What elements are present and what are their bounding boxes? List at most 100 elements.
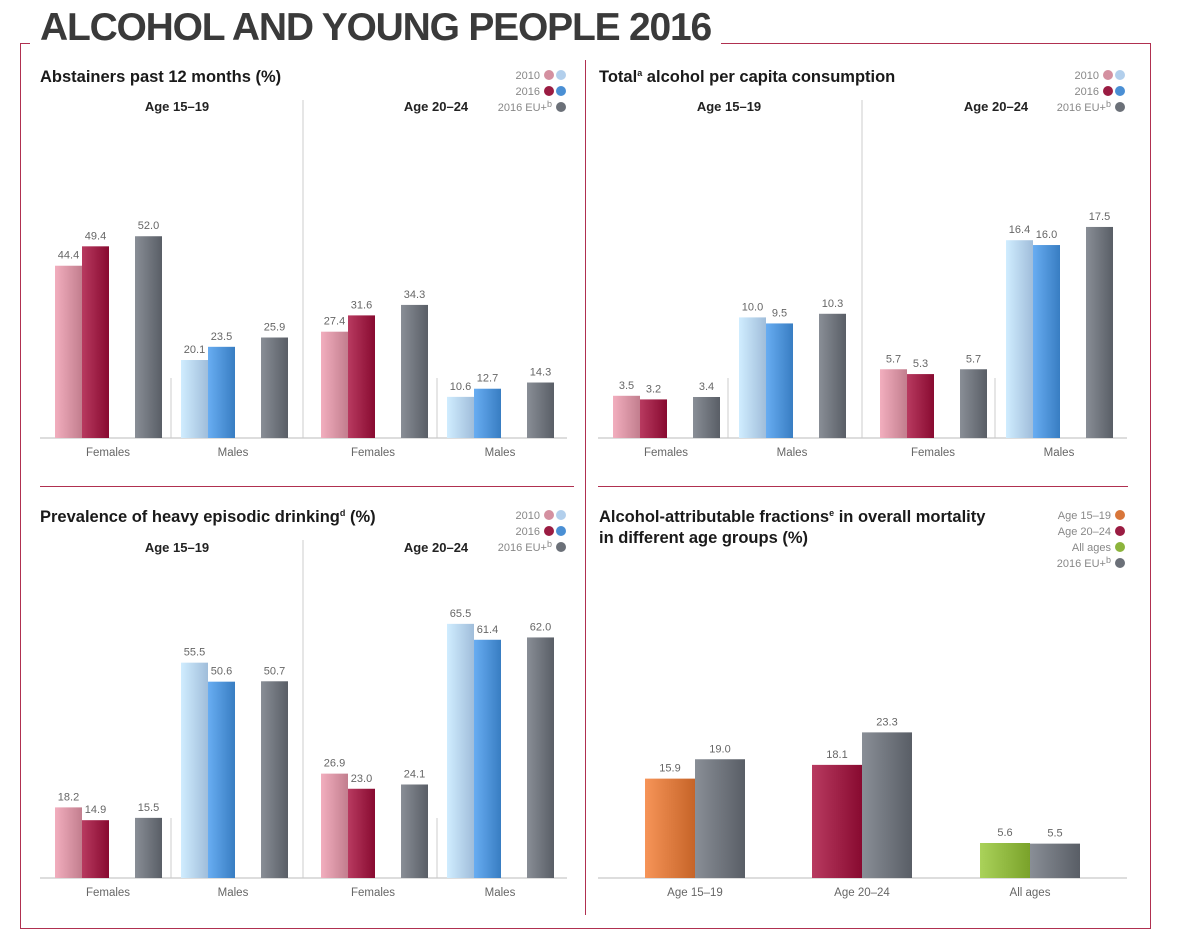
legend-label: 2016 EU+b	[498, 99, 552, 114]
legend-swatch	[1103, 86, 1113, 96]
legend-swatch	[556, 70, 566, 80]
category-label: All ages	[1010, 887, 1051, 899]
legend-label: 2016	[516, 86, 540, 98]
data-label: 19.0	[709, 743, 730, 755]
horizontal-divider-left	[40, 486, 574, 487]
age-group-label: Age 15–19	[145, 540, 209, 555]
bar	[447, 396, 474, 438]
legend-swatch	[1103, 70, 1113, 80]
bar	[401, 304, 428, 438]
category-label: Females	[644, 447, 688, 459]
panel-title: Totala alcohol per capita consumption	[599, 68, 895, 86]
bar	[208, 346, 235, 438]
bar	[181, 360, 208, 438]
category-label: Age 20–24	[834, 887, 890, 899]
legend-label: Age 15–19	[1058, 510, 1111, 522]
data-label: 5.7	[966, 353, 981, 365]
legend-label: 2010	[516, 70, 540, 82]
bar	[135, 236, 162, 438]
page-title: ALCOHOL AND YOUNG PEOPLE 2016	[30, 4, 721, 52]
category-label: Males	[1044, 447, 1075, 459]
data-label: 5.5	[1047, 828, 1062, 840]
legend-swatch	[556, 526, 566, 536]
legend-swatch	[1115, 510, 1125, 520]
data-label: 10.6	[450, 381, 471, 393]
data-label: 34.3	[404, 289, 425, 301]
data-label: 16.0	[1036, 229, 1057, 241]
bar	[980, 843, 1030, 878]
age-group-label: Age 20–24	[404, 99, 469, 114]
bar	[55, 265, 82, 438]
bar	[261, 337, 288, 438]
data-label: 5.6	[997, 827, 1012, 839]
bar	[135, 817, 162, 878]
bar	[321, 331, 348, 438]
bar	[862, 732, 912, 878]
horizontal-divider-right	[598, 486, 1128, 487]
category-label: Males	[777, 447, 808, 459]
bar	[812, 764, 862, 878]
data-label: 62.0	[530, 621, 551, 633]
legend-swatch	[556, 86, 566, 96]
legend-swatch	[544, 510, 554, 520]
bar	[527, 637, 554, 878]
legend-swatch	[1115, 102, 1125, 112]
legend-label: 2010	[516, 510, 540, 522]
bar	[82, 820, 109, 878]
age-group-label: Age 15–19	[697, 99, 761, 114]
bar	[82, 246, 109, 438]
bar	[739, 317, 766, 438]
bar	[55, 807, 82, 878]
panel-title: Abstainers past 12 months (%)	[40, 68, 281, 86]
data-label: 61.4	[477, 624, 498, 636]
data-label: 15.9	[659, 763, 680, 775]
data-label: 26.9	[324, 758, 345, 770]
bar	[613, 395, 640, 438]
data-label: 3.5	[619, 380, 634, 392]
data-label: 55.5	[184, 647, 205, 659]
age-group-label: Age 20–24	[964, 99, 1029, 114]
vertical-divider	[585, 60, 586, 915]
bar	[1006, 240, 1033, 438]
age-group-label: Age 20–24	[404, 540, 469, 555]
legend-swatch	[1115, 86, 1125, 96]
category-label: Age 15–19	[667, 887, 723, 899]
legend-label: Age 20–24	[1058, 526, 1111, 538]
bar	[907, 374, 934, 438]
category-label: Males	[485, 447, 516, 459]
data-label: 65.5	[450, 608, 471, 620]
category-label: Females	[911, 447, 955, 459]
data-label: 3.4	[699, 381, 714, 393]
data-label: 25.9	[264, 322, 285, 334]
data-label: 5.3	[913, 358, 928, 370]
bar	[640, 399, 667, 438]
age-group-label: Age 15–19	[145, 99, 209, 114]
bar	[693, 396, 720, 438]
bar	[819, 313, 846, 438]
legend-label: 2016 EU+b	[1057, 99, 1111, 114]
data-label: 52.0	[138, 220, 159, 232]
data-label: 20.1	[184, 344, 205, 356]
data-label: 15.5	[138, 802, 159, 814]
bar	[474, 639, 501, 878]
bar	[321, 773, 348, 878]
legend-swatch	[544, 70, 554, 80]
bar	[447, 623, 474, 878]
legend-swatch	[1115, 558, 1125, 568]
category-label: Males	[218, 447, 249, 459]
bar	[1033, 245, 1060, 438]
legend-label: 2016	[1075, 86, 1099, 98]
data-label: 18.2	[58, 791, 79, 803]
panel-title: Prevalence of heavy episodic drinkingd (…	[40, 508, 376, 526]
data-label: 14.3	[530, 367, 551, 379]
legend-label: All ages	[1072, 542, 1112, 554]
data-label: 24.1	[404, 768, 425, 780]
bar	[181, 662, 208, 878]
bar	[261, 681, 288, 878]
data-label: 44.4	[58, 250, 79, 262]
category-label: Females	[351, 887, 395, 899]
bar	[960, 369, 987, 438]
category-label: Males	[218, 887, 249, 899]
data-label: 18.1	[826, 749, 847, 761]
